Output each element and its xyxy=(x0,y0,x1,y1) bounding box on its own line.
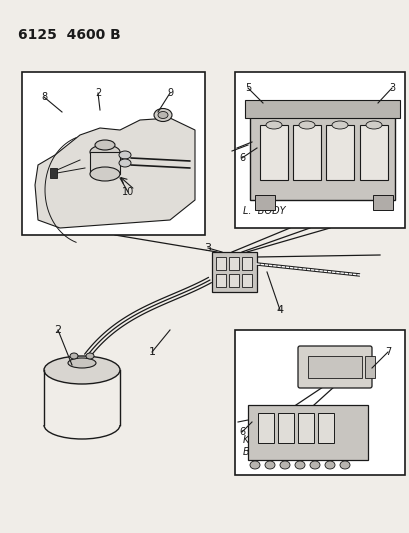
Ellipse shape xyxy=(68,358,96,368)
Text: 9: 9 xyxy=(166,88,173,98)
Bar xyxy=(307,356,361,378)
Ellipse shape xyxy=(294,461,304,469)
Text: 2: 2 xyxy=(54,325,61,335)
Text: 6: 6 xyxy=(238,427,245,437)
Bar xyxy=(372,195,392,210)
Text: 10: 10 xyxy=(121,187,134,197)
Bar xyxy=(364,356,374,378)
Bar xyxy=(241,257,252,270)
Text: 1: 1 xyxy=(148,347,155,357)
Ellipse shape xyxy=(95,140,115,150)
Ellipse shape xyxy=(119,159,131,167)
Ellipse shape xyxy=(365,121,381,129)
Bar xyxy=(216,274,225,287)
Ellipse shape xyxy=(70,353,78,359)
Ellipse shape xyxy=(86,353,94,359)
Ellipse shape xyxy=(324,461,334,469)
Ellipse shape xyxy=(279,461,289,469)
Text: 7: 7 xyxy=(384,347,390,357)
Ellipse shape xyxy=(339,461,349,469)
Bar xyxy=(249,105,394,200)
Text: 2: 2 xyxy=(94,88,101,98)
Bar xyxy=(245,100,399,118)
Ellipse shape xyxy=(157,111,168,118)
Bar xyxy=(229,274,238,287)
Bar xyxy=(211,252,256,292)
FancyBboxPatch shape xyxy=(297,346,371,388)
Bar xyxy=(359,125,387,180)
Bar xyxy=(247,405,367,460)
Bar xyxy=(50,168,57,178)
Text: 3: 3 xyxy=(388,83,394,93)
Ellipse shape xyxy=(44,356,120,384)
Bar xyxy=(241,274,252,287)
Ellipse shape xyxy=(331,121,347,129)
Bar xyxy=(257,413,273,443)
Text: 6: 6 xyxy=(238,153,245,163)
Text: 4: 4 xyxy=(276,305,283,315)
Ellipse shape xyxy=(309,461,319,469)
Ellipse shape xyxy=(119,151,131,159)
Bar xyxy=(292,125,320,180)
Text: K, E, G, H
BODY: K, E, G, H BODY xyxy=(243,434,288,457)
Bar xyxy=(229,257,238,270)
Text: 6125  4600 B: 6125 4600 B xyxy=(18,28,121,42)
Bar xyxy=(22,72,204,235)
Ellipse shape xyxy=(265,121,281,129)
Bar xyxy=(297,413,313,443)
Polygon shape xyxy=(35,118,195,228)
Ellipse shape xyxy=(264,461,274,469)
Ellipse shape xyxy=(154,109,172,122)
Bar xyxy=(259,125,287,180)
Bar xyxy=(90,152,120,174)
Bar xyxy=(317,413,333,443)
Bar xyxy=(216,257,225,270)
Text: 8: 8 xyxy=(41,92,47,102)
Ellipse shape xyxy=(90,145,120,159)
Ellipse shape xyxy=(249,461,259,469)
Bar xyxy=(254,195,274,210)
Bar xyxy=(277,413,293,443)
Bar xyxy=(234,330,404,475)
Text: 3: 3 xyxy=(204,243,211,253)
Bar xyxy=(325,125,353,180)
Text: L.  BODY: L. BODY xyxy=(243,206,285,216)
Text: 5: 5 xyxy=(244,83,250,93)
Ellipse shape xyxy=(90,167,120,181)
Ellipse shape xyxy=(298,121,314,129)
Bar xyxy=(234,72,404,228)
